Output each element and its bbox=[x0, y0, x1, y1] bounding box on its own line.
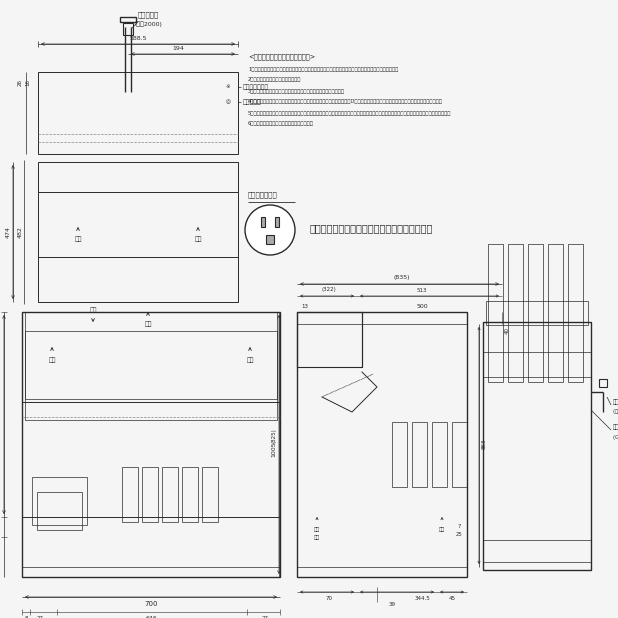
Bar bbox=[266, 235, 274, 244]
Bar bbox=[142, 467, 158, 522]
Text: 194: 194 bbox=[172, 46, 184, 51]
Text: (長さ2000): (長さ2000) bbox=[134, 21, 162, 27]
Text: 16: 16 bbox=[25, 78, 30, 85]
Bar bbox=[568, 244, 583, 382]
Bar bbox=[261, 217, 265, 227]
Text: 646: 646 bbox=[145, 617, 157, 618]
Bar bbox=[297, 312, 467, 577]
Text: 排水ホース位置: 排水ホース位置 bbox=[243, 84, 269, 90]
Text: 吹出: 吹出 bbox=[246, 357, 254, 363]
Text: 吹出: 吹出 bbox=[48, 357, 56, 363]
Text: 40: 40 bbox=[504, 326, 509, 334]
Bar bbox=[528, 244, 543, 382]
Bar bbox=[38, 72, 238, 154]
Text: (835): (835) bbox=[394, 276, 410, 281]
Bar bbox=[508, 244, 523, 382]
Bar bbox=[486, 301, 588, 325]
Bar bbox=[297, 312, 362, 367]
Bar bbox=[182, 467, 198, 522]
Text: 387: 387 bbox=[0, 408, 1, 420]
Bar bbox=[432, 422, 447, 487]
Bar bbox=[488, 244, 503, 382]
Bar bbox=[412, 422, 427, 487]
Text: 500: 500 bbox=[416, 303, 428, 308]
Text: 26: 26 bbox=[17, 78, 22, 85]
Text: (G１/２ オネジ): (G１/２ オネジ) bbox=[613, 434, 618, 439]
Text: (322): (322) bbox=[321, 287, 336, 292]
Text: 344.5: 344.5 bbox=[414, 596, 430, 601]
Text: ※: ※ bbox=[226, 85, 231, 90]
Bar bbox=[22, 312, 280, 577]
Text: 1．給水層は、給排水工事が必要です。（配管工事は、その地区の指定水道工事店に依頼してください。）: 1．給水層は、給排水工事が必要です。（配管工事は、その地区の指定水道工事店に依頼… bbox=[248, 67, 398, 72]
Text: 482: 482 bbox=[17, 226, 22, 238]
Text: 給水口位置: 給水口位置 bbox=[243, 99, 262, 105]
Bar bbox=[123, 23, 133, 35]
Text: 吹出: 吹出 bbox=[314, 528, 320, 533]
Text: 45: 45 bbox=[449, 596, 455, 601]
Text: 給水口: 給水口 bbox=[613, 424, 618, 430]
Text: 27: 27 bbox=[261, 617, 268, 618]
Text: 搬入: 搬入 bbox=[314, 536, 320, 541]
Text: 1005: 1005 bbox=[271, 441, 276, 457]
Bar bbox=[599, 379, 607, 387]
Text: <設置・使用上のご注意とお願い>: <設置・使用上のご注意とお願い> bbox=[248, 54, 315, 61]
Text: 20: 20 bbox=[0, 523, 1, 530]
Text: 580: 580 bbox=[0, 566, 1, 578]
Text: 8: 8 bbox=[24, 617, 28, 618]
Text: 5．日常のお手入れとして、凝縮器フィルターの清掃を１カ月に２回ぐらい行う必要があります。（水冷式凝縮器・リモートコンデンサは除く）: 5．日常のお手入れとして、凝縮器フィルターの清掃を１カ月に２回ぐらい行う必要があ… bbox=[248, 111, 451, 116]
Bar bbox=[548, 244, 563, 382]
Text: コンセント形状: コンセント形状 bbox=[248, 192, 277, 198]
Bar bbox=[452, 422, 467, 487]
Bar bbox=[25, 312, 277, 399]
Text: 7: 7 bbox=[457, 525, 460, 530]
Text: (825): (825) bbox=[271, 429, 276, 443]
Text: 搬入: 搬入 bbox=[144, 321, 152, 327]
Bar bbox=[25, 331, 277, 420]
Text: 排水ホース: 排水ホース bbox=[613, 399, 618, 405]
Bar bbox=[37, 492, 82, 530]
Text: 588.5: 588.5 bbox=[129, 36, 146, 41]
Bar bbox=[120, 17, 136, 22]
Bar bbox=[32, 477, 87, 525]
Bar bbox=[122, 467, 138, 522]
Text: 吹出: 吹出 bbox=[439, 528, 445, 533]
Text: 吹出: 吹出 bbox=[89, 307, 97, 313]
Bar bbox=[162, 467, 178, 522]
Text: 700: 700 bbox=[144, 601, 158, 607]
Text: 電源コンセントは必ず接地極付を使用すること: 電源コンセントは必ず接地極付を使用すること bbox=[310, 223, 433, 233]
Text: 吹出: 吹出 bbox=[74, 236, 82, 242]
Text: 3．電源は、正しく配線された専用のコンセントをお使いください。: 3．電源は、正しく配線された専用のコンセントをお使いください。 bbox=[248, 88, 345, 93]
Bar bbox=[202, 467, 218, 522]
Circle shape bbox=[245, 205, 295, 255]
Bar bbox=[392, 422, 407, 487]
Bar bbox=[38, 162, 238, 302]
Text: 4．必ずアースをとってください。アースは法令により、電気工事によるD種接地工事が必要ですので、電気工事店に依頼してください。: 4．必ずアースをとってください。アースは法令により、電気工事によるD種接地工事が… bbox=[248, 99, 443, 104]
Text: 27: 27 bbox=[36, 617, 43, 618]
Bar bbox=[275, 217, 279, 227]
Text: 13: 13 bbox=[302, 303, 308, 308]
Text: ◎: ◎ bbox=[226, 99, 231, 104]
Text: 70: 70 bbox=[326, 596, 332, 601]
Bar bbox=[483, 322, 591, 570]
Text: 474: 474 bbox=[6, 226, 11, 238]
Text: 6．必ずストレーナーを取り付けてください。: 6．必ずストレーナーを取り付けてください。 bbox=[248, 122, 314, 127]
Text: 39: 39 bbox=[389, 603, 396, 607]
Text: (内径φ25 長さ650): (内径φ25 長さ650) bbox=[613, 410, 618, 415]
Text: 電源コード: 電源コード bbox=[137, 12, 159, 19]
Text: 863: 863 bbox=[481, 439, 486, 449]
Text: 25: 25 bbox=[455, 531, 462, 536]
Text: 吹出: 吹出 bbox=[194, 236, 201, 242]
Text: 513: 513 bbox=[417, 287, 427, 292]
Text: 2．必ず水道水を使用してください。: 2．必ず水道水を使用してください。 bbox=[248, 77, 302, 82]
